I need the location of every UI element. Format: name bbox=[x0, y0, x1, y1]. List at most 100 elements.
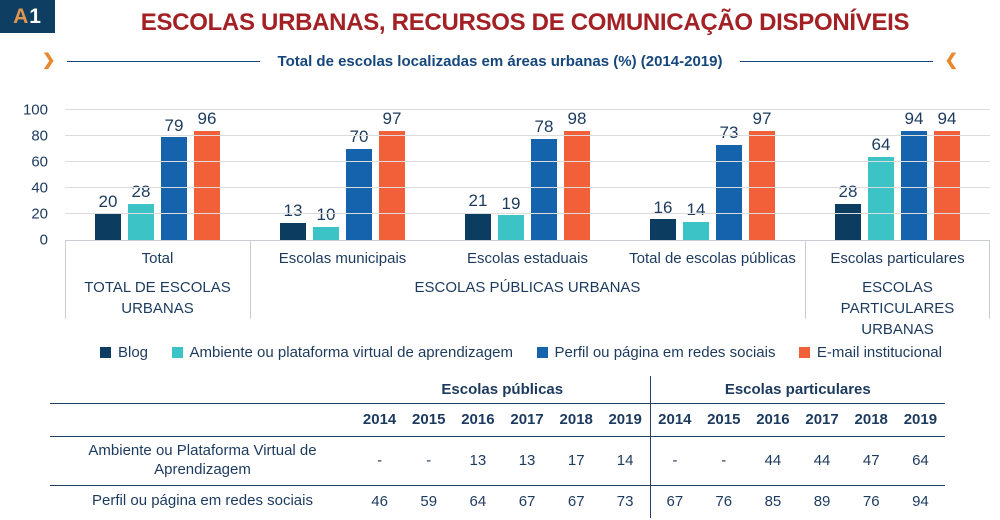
legend-label: E-mail institucional bbox=[816, 343, 942, 361]
table-group-header: Escolas públicas bbox=[441, 380, 564, 398]
outer-group-label: TOTAL DE ESCOLAS URBANAS bbox=[84, 279, 231, 317]
bar-value-label: 19 bbox=[501, 193, 521, 213]
bar-value-label: 21 bbox=[468, 191, 488, 211]
legend-swatch bbox=[798, 346, 810, 358]
page-title: ESCOLAS URBANAS, RECURSOS DE COMUNICAÇÃO… bbox=[140, 9, 910, 36]
bar-value-label: 94 bbox=[904, 109, 924, 128]
bar-groups: 20 28 79 96 13 10 70 97 21 19 78 98 16 14 73 97 28 64 94 94 bbox=[65, 109, 990, 240]
bar-group: 16 14 73 97 bbox=[620, 109, 805, 240]
bar bbox=[161, 137, 187, 240]
table-cell-value: 67 bbox=[567, 493, 585, 511]
bar-with-label: 28 bbox=[128, 110, 154, 240]
table-cell-value: 47 bbox=[862, 452, 880, 469]
y-axis: 0 20 40 60 80 100 bbox=[0, 103, 52, 248]
table-body: Ambiente ou Plataforma Virtual de Aprend… bbox=[50, 436, 946, 518]
bar bbox=[934, 130, 960, 240]
table-year-header: 2018 bbox=[559, 411, 593, 428]
chevron-right-icon: ❯ bbox=[42, 52, 56, 69]
chevron-left-icon: ❮ bbox=[944, 52, 958, 69]
y-tick-label: 60 bbox=[31, 153, 48, 171]
table-cell-value: 76 bbox=[715, 493, 733, 511]
bar-with-label: 78 bbox=[531, 110, 557, 240]
bar-value-label: 98 bbox=[567, 109, 587, 128]
axis-separator bbox=[65, 241, 66, 319]
badge-number: 1 bbox=[29, 4, 42, 28]
y-tick-label: 0 bbox=[39, 231, 48, 249]
bar-with-label: 28 bbox=[835, 110, 861, 240]
bar-with-label: 21 bbox=[465, 110, 491, 240]
table-corner-cell bbox=[50, 376, 355, 403]
table-cell-value: 85 bbox=[764, 493, 782, 511]
bar-value-label: 97 bbox=[382, 109, 402, 128]
table-cell-value: 17 bbox=[567, 452, 585, 469]
badge-letter: A bbox=[13, 4, 30, 28]
bar-value-label: 16 bbox=[653, 197, 673, 217]
bar-with-label: 16 bbox=[650, 110, 676, 240]
bar bbox=[128, 203, 154, 240]
table-row: Perfil ou página em redes sociais 46 59 64 6… bbox=[50, 485, 945, 518]
table-row-label: Ambiente ou Plataforma Virtual de Aprend… bbox=[88, 441, 317, 478]
bar bbox=[346, 149, 372, 240]
bar-with-label: 98 bbox=[564, 109, 590, 240]
bar-value-label: 28 bbox=[838, 181, 858, 201]
bar-with-label: 64 bbox=[868, 110, 894, 240]
legend-item: Blog bbox=[100, 344, 148, 361]
chart-legend: Blog Ambiente ou plataforma virtual de ap… bbox=[100, 340, 942, 364]
legend-label: Perfil ou página em redes sociais bbox=[554, 343, 776, 361]
bar-with-label: 70 bbox=[346, 110, 372, 240]
bar-group: 20 28 79 96 bbox=[65, 109, 250, 240]
table-row-label: Perfil ou página em redes sociais bbox=[92, 492, 313, 510]
table-cell-value: 67 bbox=[518, 493, 536, 511]
bar-value-label: 64 bbox=[871, 135, 891, 155]
bar-with-label: 19 bbox=[498, 110, 524, 240]
category-label: Escolas municipais bbox=[278, 249, 407, 267]
table-cell-value: 59 bbox=[420, 493, 438, 511]
bar-with-label: 94 bbox=[901, 109, 927, 240]
y-tick-label: 20 bbox=[31, 205, 48, 223]
table-year-header: 2014 bbox=[362, 411, 397, 428]
table-cell-value: 13 bbox=[518, 452, 536, 469]
bar-group: 28 64 94 94 bbox=[805, 109, 990, 240]
bar-with-label: 13 bbox=[280, 110, 306, 240]
bar-value-label: 10 bbox=[316, 205, 336, 225]
gridline bbox=[65, 187, 990, 188]
table-year-header: 2017 bbox=[805, 411, 839, 428]
table-cell-value: 64 bbox=[469, 493, 487, 511]
bar-value-label: 14 bbox=[686, 200, 706, 220]
bar-with-label: 94 bbox=[934, 109, 960, 240]
table-year-header: 2014 bbox=[649, 403, 700, 436]
bar-value-label: 96 bbox=[197, 109, 217, 128]
bar bbox=[280, 223, 306, 240]
category-label-row: Total Escolas municipais Escolas estaduais… bbox=[65, 241, 990, 275]
table-cell-value: 64 bbox=[912, 452, 929, 469]
table-year-header: 2019 bbox=[608, 411, 642, 428]
table-cell-value: 44 bbox=[764, 452, 782, 469]
table-cell-value: 76 bbox=[862, 493, 880, 511]
category-label: Total de escolas públicas bbox=[629, 249, 796, 267]
plot-area: 20 28 79 96 13 10 70 97 21 19 78 98 16 14 73 97 28 64 94 94 bbox=[65, 109, 990, 240]
y-tick-label: 40 bbox=[31, 179, 48, 197]
table-cell-value: 67 bbox=[649, 485, 700, 518]
legend-swatch bbox=[100, 346, 111, 358]
legend-swatch bbox=[171, 346, 183, 358]
bar-with-label: 96 bbox=[194, 109, 220, 240]
table-year-header: 2017 bbox=[510, 411, 544, 428]
bar-value-label: 78 bbox=[534, 116, 554, 136]
bar bbox=[564, 130, 590, 240]
axis-separator bbox=[989, 241, 990, 319]
table-cell-value: 89 bbox=[813, 493, 831, 511]
outer-group-label: ESCOLAS PARTICULARES URBANAS bbox=[840, 279, 955, 338]
y-tick-label: 80 bbox=[31, 127, 48, 145]
table-year-header: 2019 bbox=[903, 411, 938, 428]
table-cell-value: - bbox=[426, 452, 432, 469]
table-cell-value: 94 bbox=[912, 493, 929, 511]
table-row: Ambiente ou Plataforma Virtual de Aprend… bbox=[50, 436, 946, 485]
bar-value-label: 79 bbox=[164, 115, 184, 135]
subtitle-rule-left bbox=[67, 60, 260, 62]
bar-value-label: 94 bbox=[937, 109, 957, 128]
table-group-header: Escolas particulares bbox=[649, 376, 946, 403]
bar-value-label: 73 bbox=[719, 123, 739, 143]
bar-with-label: 10 bbox=[313, 110, 339, 240]
bar bbox=[498, 215, 524, 240]
